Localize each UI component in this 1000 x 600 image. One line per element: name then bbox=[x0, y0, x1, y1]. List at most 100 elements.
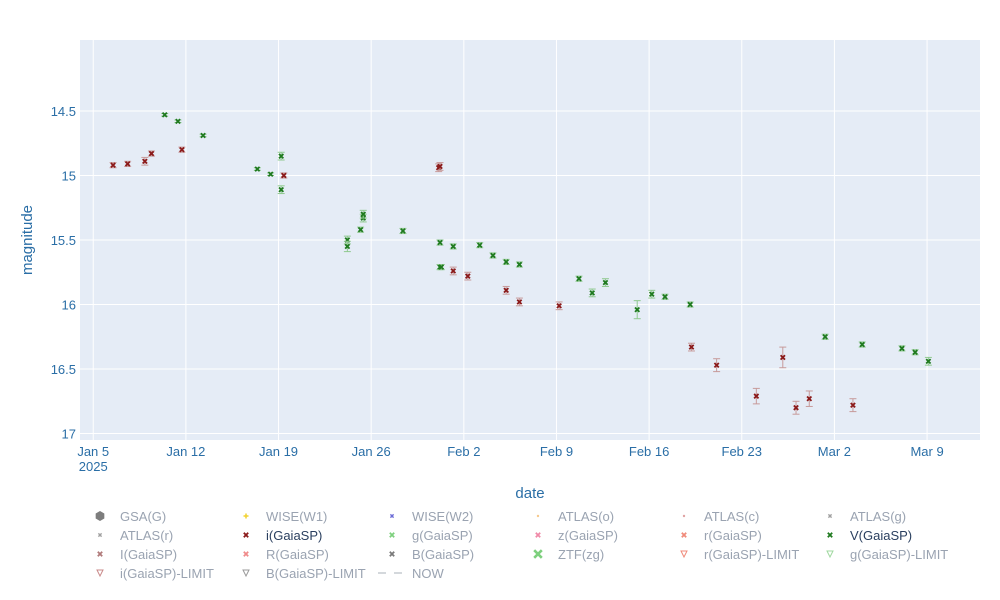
legend-item-i-gaiasp-[interactable]: i(GaiaSP) bbox=[243, 528, 323, 543]
legend-item-r-gaiasp-limit[interactable]: r(GaiaSP)-LIMIT bbox=[680, 547, 799, 562]
legend-item-ztf-zg-[interactable]: ZTF(zg) bbox=[533, 547, 604, 562]
data-point bbox=[806, 395, 813, 402]
x-small-marker-icon bbox=[389, 513, 395, 519]
star-marker-icon bbox=[243, 513, 249, 519]
data-point bbox=[634, 306, 641, 313]
data-point bbox=[589, 290, 596, 296]
legend-item-atlas-r-[interactable]: ATLAS(r) bbox=[97, 528, 173, 543]
data-point bbox=[648, 291, 655, 298]
tri-down-marker-icon bbox=[242, 569, 250, 578]
x-small-marker-icon bbox=[827, 513, 833, 519]
data-marks bbox=[109, 112, 932, 415]
legend-item-wise-w2-[interactable]: WISE(W2) bbox=[389, 509, 473, 524]
x-marker-icon bbox=[535, 532, 541, 538]
legend-item-i-gaiasp-[interactable]: I(GaiaSP) bbox=[97, 547, 177, 562]
data-point bbox=[175, 118, 181, 125]
y-tick-label: 15.5 bbox=[51, 233, 76, 248]
legend-item-r-gaiasp-[interactable]: r(GaiaSP) bbox=[681, 528, 762, 543]
data-point bbox=[859, 341, 866, 348]
legend-label: ATLAS(c) bbox=[704, 509, 759, 524]
data-point bbox=[503, 259, 510, 265]
data-point bbox=[476, 242, 483, 248]
y-tick-label: 16 bbox=[62, 298, 76, 313]
legend-label: g(GaiaSP) bbox=[412, 528, 473, 543]
legend-item-now[interactable]: NOW bbox=[378, 566, 445, 581]
series-i-gaiasp- bbox=[109, 146, 857, 415]
x-tick-label: Jan 5 bbox=[77, 444, 109, 459]
legend-item-gsa-g-[interactable]: GSA(G) bbox=[95, 509, 167, 524]
data-point bbox=[200, 132, 206, 139]
data-point bbox=[110, 162, 116, 168]
x-marker-icon bbox=[389, 532, 395, 538]
dot-small-marker-icon bbox=[536, 514, 540, 518]
hexagon-marker-icon bbox=[95, 511, 105, 521]
y-axis-title: magnitude bbox=[19, 205, 36, 275]
data-point bbox=[662, 293, 668, 300]
legend-item-atlas-g-[interactable]: ATLAS(g) bbox=[827, 509, 906, 524]
data-point bbox=[124, 161, 131, 167]
data-point bbox=[357, 226, 364, 233]
legend-item-i-gaiasp-limit[interactable]: i(GaiaSP)-LIMIT bbox=[96, 566, 214, 581]
legend-label: GSA(G) bbox=[120, 509, 166, 524]
data-point bbox=[688, 344, 695, 350]
data-point bbox=[779, 354, 786, 361]
data-point bbox=[254, 166, 261, 172]
data-point bbox=[148, 150, 155, 157]
data-point bbox=[280, 172, 287, 179]
legend-item-b-gaiasp-limit[interactable]: B(GaiaSP)-LIMIT bbox=[242, 566, 366, 581]
y-axis-ticks: 14.5 15 15.5 16 16.5 17 bbox=[51, 104, 76, 442]
data-point bbox=[925, 358, 932, 365]
grid bbox=[80, 40, 980, 440]
legend-item-atlas-c-[interactable]: ATLAS(c) bbox=[682, 509, 760, 524]
data-point bbox=[450, 268, 457, 274]
data-point bbox=[179, 146, 185, 153]
x-axis-title: date bbox=[515, 485, 544, 502]
x-marker-icon bbox=[97, 551, 103, 557]
legend-label: V(GaiaSP) bbox=[850, 528, 912, 543]
data-point bbox=[278, 153, 285, 159]
data-point bbox=[267, 171, 274, 178]
x-marker-icon bbox=[827, 532, 833, 538]
legend-item-g-gaiasp-limit[interactable]: g(GaiaSP)-LIMIT bbox=[826, 547, 948, 562]
tri-down-marker-icon bbox=[826, 550, 834, 559]
x-tick-label: Mar 9 bbox=[910, 444, 943, 459]
legend-item-atlas-o-[interactable]: ATLAS(o) bbox=[536, 509, 614, 524]
legend-item-wise-w1-[interactable]: WISE(W1) bbox=[243, 509, 328, 524]
x-big-marker-icon bbox=[533, 549, 543, 559]
legend-label: R(GaiaSP) bbox=[266, 547, 329, 562]
data-point bbox=[400, 228, 406, 234]
y-tick-label: 14.5 bbox=[51, 104, 76, 119]
data-point bbox=[490, 252, 496, 259]
legend-label: i(GaiaSP)-LIMIT bbox=[120, 566, 214, 581]
data-point bbox=[899, 345, 905, 352]
y-tick-label: 15 bbox=[62, 168, 76, 183]
y-tick-label: 17 bbox=[62, 427, 76, 442]
x-marker-icon bbox=[243, 532, 249, 538]
series-v-gaiasp- bbox=[161, 112, 932, 366]
data-point bbox=[822, 333, 828, 340]
data-point bbox=[687, 301, 693, 308]
legend-label: WISE(W2) bbox=[412, 509, 473, 524]
data-point bbox=[576, 275, 582, 282]
data-point bbox=[503, 287, 510, 294]
legend-item-g-gaiasp-[interactable]: g(GaiaSP) bbox=[389, 528, 473, 543]
data-point bbox=[912, 349, 918, 356]
legend-item-b-gaiasp-[interactable]: B(GaiaSP) bbox=[389, 547, 474, 562]
data-point bbox=[516, 299, 523, 305]
legend-label: ATLAS(o) bbox=[558, 509, 614, 524]
x-tick-label: Feb 2 bbox=[447, 444, 480, 459]
legend-item-r-gaiasp-[interactable]: R(GaiaSP) bbox=[243, 547, 329, 562]
x-marker-icon bbox=[389, 551, 395, 557]
data-point bbox=[360, 211, 367, 218]
legend-item-z-gaiasp-[interactable]: z(GaiaSP) bbox=[535, 528, 618, 543]
legend-label: B(GaiaSP) bbox=[412, 547, 474, 562]
legend-item-v-gaiasp-[interactable]: V(GaiaSP) bbox=[827, 528, 912, 543]
legend-label: g(GaiaSP)-LIMIT bbox=[850, 547, 948, 562]
x-tick-label: Mar 2 bbox=[818, 444, 851, 459]
legend-label: WISE(W1) bbox=[266, 509, 327, 524]
x-marker-icon bbox=[243, 551, 249, 557]
legend-label: r(GaiaSP)-LIMIT bbox=[704, 547, 799, 562]
legend[interactable]: GSA(G) WISE(W1) WISE(W2) ATLAS(o) ATLAS(c) AT… bbox=[95, 509, 949, 581]
